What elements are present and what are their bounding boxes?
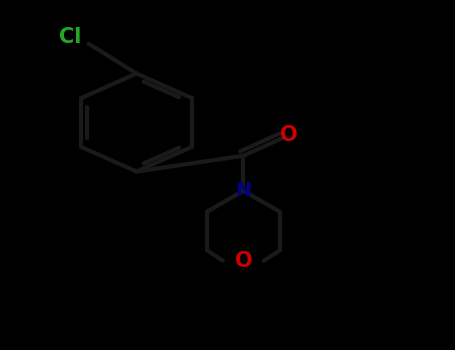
Text: O: O — [280, 125, 298, 145]
Text: N: N — [235, 181, 252, 200]
Text: Cl: Cl — [59, 27, 82, 47]
Text: O: O — [235, 251, 252, 271]
